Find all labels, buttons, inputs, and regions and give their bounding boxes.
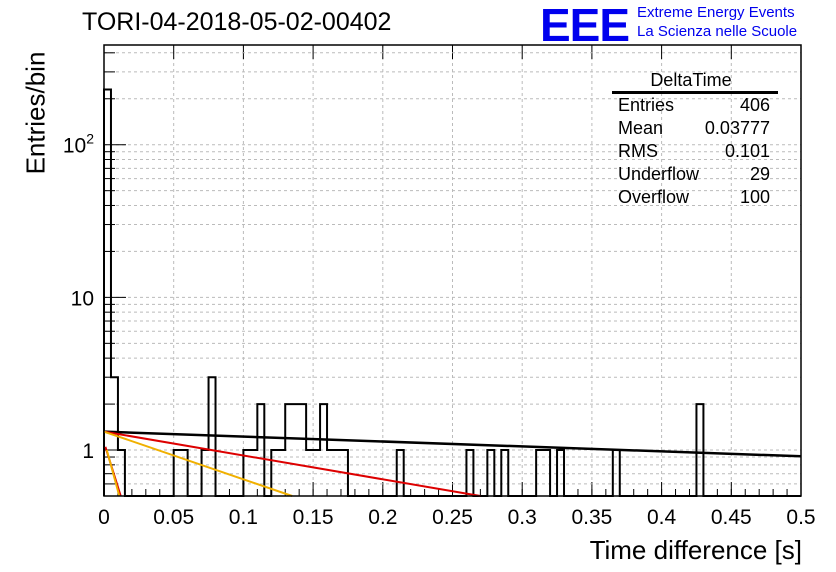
x-tick-label: 0 bbox=[98, 506, 110, 529]
x-tick-label: 0.15 bbox=[293, 506, 334, 529]
fit-curve bbox=[103, 430, 802, 458]
stats-label: Underflow bbox=[618, 164, 700, 184]
y-axis-label: Entries/bin bbox=[20, 51, 51, 175]
x-tick-label: 0.05 bbox=[153, 506, 194, 529]
stats-row-mean: Mean 0.03777 bbox=[612, 117, 778, 140]
stats-value: 406 bbox=[739, 95, 770, 115]
stats-label: Entries bbox=[618, 95, 675, 115]
y-tick-label: 10 bbox=[71, 287, 94, 310]
chart-title: TORI-04-2018-05-02-00402 bbox=[82, 8, 392, 36]
plot-frame bbox=[103, 44, 802, 497]
x-tick-label: 0.45 bbox=[711, 506, 752, 529]
x-axis-label: Time difference [s] bbox=[589, 535, 802, 565]
stats-value: 0.03777 bbox=[704, 118, 770, 138]
x-tick-label: 0.2 bbox=[368, 506, 397, 529]
x-tick-label: 0.5 bbox=[786, 506, 815, 529]
stats-title: DeltaTime bbox=[612, 70, 778, 94]
stats-label: Mean bbox=[618, 118, 664, 138]
stats-label: RMS bbox=[618, 141, 658, 161]
fit-curve bbox=[105, 449, 121, 497]
stats-value: 29 bbox=[749, 164, 770, 184]
x-tick-label: 0.35 bbox=[571, 506, 612, 529]
x-tick-label: 0.1 bbox=[229, 506, 258, 529]
x-tick-label: 0.3 bbox=[508, 506, 537, 529]
y-tick-label: 1 bbox=[82, 440, 94, 463]
logo-line-1: Extreme Energy Events bbox=[637, 4, 795, 21]
stats-box: DeltaTime Entries 406 Mean 0.03777 RMS 0.10… bbox=[612, 70, 778, 209]
stats-row-entries: Entries 406 bbox=[612, 94, 778, 117]
stats-value: 0.101 bbox=[724, 141, 770, 161]
fit-curve bbox=[103, 430, 481, 497]
stats-row-overflow: Overflow 100 bbox=[612, 186, 778, 209]
stats-row-rms: RMS 0.101 bbox=[612, 140, 778, 163]
x-tick-label: 0.4 bbox=[647, 506, 677, 529]
y-tick-label: 102 bbox=[63, 131, 94, 158]
x-tick-label: 0.25 bbox=[432, 506, 473, 529]
eee-logo: EEE bbox=[540, 0, 630, 51]
stats-label: Overflow bbox=[618, 187, 690, 207]
fit-curve bbox=[103, 430, 293, 497]
plot-area bbox=[104, 45, 801, 496]
stats-value: 100 bbox=[739, 187, 770, 207]
stats-row-underflow: Underflow 29 bbox=[612, 163, 778, 186]
logo-line-2: La Scienza nelle Scuole bbox=[637, 23, 798, 40]
